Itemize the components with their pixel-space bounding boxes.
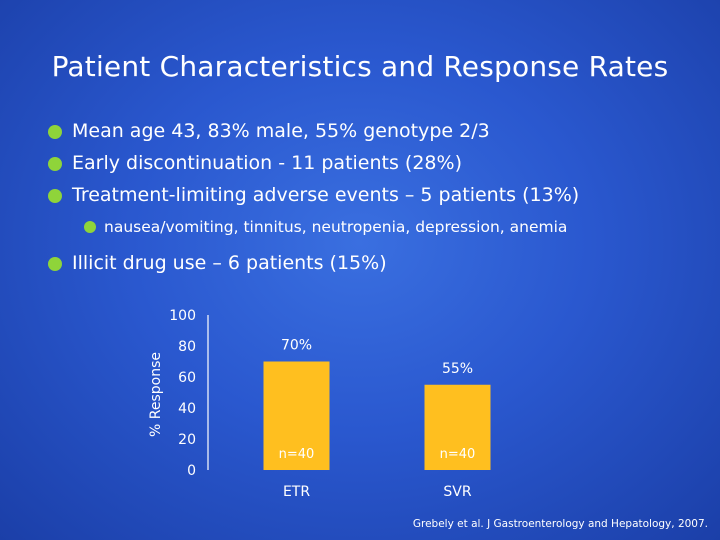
bullet-text: Mean age 43, 83% male, 55% genotype 2/3: [72, 120, 490, 142]
y-axis-label: % Response: [148, 352, 164, 437]
bar: [424, 384, 491, 470]
bullet-item: Early discontinuation - 11 patients (28%…: [48, 150, 708, 176]
bullet-text: Early discontinuation - 11 patients (28%…: [72, 152, 462, 174]
citation: Grebely et al. J Gastroenterology and He…: [412, 518, 708, 530]
x-category-label: ETR: [283, 484, 310, 500]
bullet-dot-icon: [48, 189, 62, 203]
bullet-text: Treatment-limiting adverse events – 5 pa…: [72, 184, 580, 206]
bullet-dot-icon: [48, 257, 62, 271]
bullet-dot-icon: [84, 221, 96, 233]
bar-n-label: n=40: [440, 447, 476, 462]
sub-bullet-text: nausea/vomiting, tinnitus, neutropenia, …: [104, 218, 568, 236]
x-category-label: SVR: [443, 484, 471, 500]
y-tick-label: 80: [178, 339, 196, 355]
bullet-dot-icon: [48, 125, 62, 139]
bullet-dot-icon: [48, 157, 62, 171]
bar-data-label: 55%: [442, 361, 473, 377]
bullet-item: Illicit drug use – 6 patients (15%): [48, 250, 708, 276]
y-tick-label: 100: [169, 308, 196, 324]
bullet-item: Treatment-limiting adverse events – 5 pa…: [48, 182, 708, 208]
y-tick-label: 0: [187, 463, 196, 479]
y-tick-label: 40: [178, 401, 196, 417]
bullet-list: Mean age 43, 83% male, 55% genotype 2/3 …: [48, 118, 708, 282]
slide-title: Patient Characteristics and Response Rat…: [51, 50, 669, 83]
bullet-text: Illicit drug use – 6 patients (15%): [72, 252, 387, 274]
y-tick-label: 20: [178, 432, 196, 448]
bar-data-label: 70%: [281, 338, 312, 354]
bullet-item: Mean age 43, 83% male, 55% genotype 2/3: [48, 118, 708, 144]
sub-bullet-item: nausea/vomiting, tinnitus, neutropenia, …: [84, 214, 708, 240]
bar-n-label: n=40: [279, 447, 315, 462]
bar: [263, 361, 330, 470]
y-tick-label: 60: [178, 370, 196, 386]
